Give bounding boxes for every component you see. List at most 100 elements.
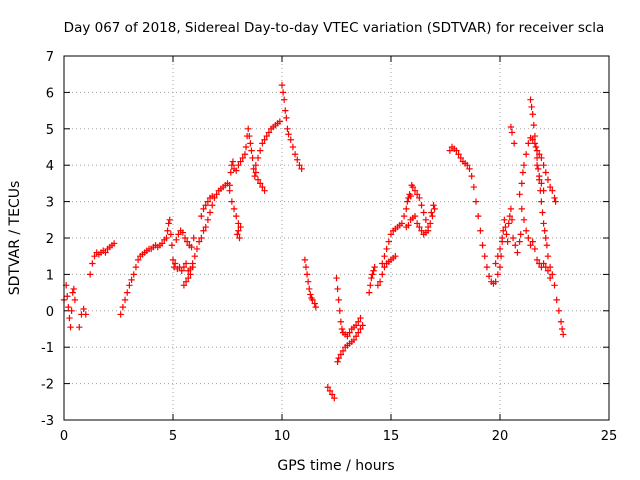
data-point — [282, 107, 289, 114]
data-point — [180, 282, 188, 289]
data-point — [307, 291, 314, 298]
plot-frame — [63, 55, 610, 421]
data-point — [544, 176, 552, 183]
data-point — [518, 205, 525, 213]
data-point — [235, 220, 242, 227]
data-point — [543, 242, 551, 249]
data-point — [381, 263, 388, 271]
data-point — [259, 183, 266, 191]
data-point — [278, 81, 286, 89]
data-point — [121, 296, 129, 304]
data-point — [82, 311, 89, 318]
x-axis-label: GPS time / hours — [277, 458, 394, 474]
data-point — [557, 318, 565, 325]
data-point — [339, 347, 347, 355]
data-point — [355, 318, 362, 325]
data-point — [409, 183, 416, 191]
data-point — [249, 154, 256, 162]
data-point — [252, 169, 260, 176]
data-point — [504, 238, 511, 245]
data-point — [294, 156, 301, 163]
data-point — [202, 223, 209, 231]
data-point — [200, 205, 207, 213]
data-point — [251, 172, 258, 180]
y-tick-label: 0 — [46, 305, 54, 320]
data-point — [551, 282, 558, 289]
data-point — [407, 192, 414, 200]
data-point — [324, 384, 331, 391]
x-tick-label: 15 — [383, 429, 400, 444]
data-point — [198, 234, 205, 242]
data-point — [558, 325, 566, 333]
data-point — [237, 223, 244, 231]
data-point — [369, 271, 376, 278]
data-point — [195, 238, 203, 245]
x-tick-label: 0 — [60, 429, 68, 444]
data-point — [472, 198, 480, 205]
data-point — [337, 318, 345, 325]
data-point — [359, 322, 366, 329]
data-point — [202, 202, 209, 209]
data-point — [166, 216, 173, 223]
data-point — [505, 220, 512, 227]
data-point — [494, 253, 502, 260]
data-point — [188, 243, 195, 251]
data-point — [234, 231, 241, 238]
data-point — [446, 147, 454, 154]
grid — [64, 56, 609, 420]
data-point — [247, 140, 254, 147]
data-point — [66, 314, 73, 322]
chart-title: Day 067 of 2018, Sidereal Day-to-day VTE… — [64, 20, 605, 36]
data-point — [279, 89, 287, 96]
data-point — [230, 205, 238, 213]
data-point — [404, 198, 411, 205]
data-point — [479, 242, 486, 249]
data-point — [228, 198, 236, 205]
data-point — [175, 231, 182, 238]
data-point — [542, 263, 549, 271]
data-point — [516, 238, 523, 245]
data-point — [280, 96, 288, 103]
data-point — [427, 220, 434, 227]
data-point — [344, 333, 351, 340]
data-point — [383, 245, 390, 253]
data-point — [533, 147, 541, 154]
x-tick-label: 20 — [492, 429, 509, 444]
data-point — [181, 234, 189, 242]
data-point — [350, 336, 358, 344]
data-point — [204, 198, 212, 205]
data-point — [158, 240, 166, 247]
data-point — [418, 202, 425, 209]
data-point — [335, 354, 342, 362]
data-point — [165, 220, 172, 227]
data-point — [102, 249, 109, 256]
data-point — [132, 263, 140, 271]
data-point — [254, 154, 262, 162]
data-point — [182, 260, 190, 267]
data-point — [296, 162, 303, 169]
data-point — [492, 260, 499, 267]
data-point — [522, 151, 530, 158]
data-point — [385, 238, 393, 245]
data-point — [371, 263, 378, 271]
data-point — [500, 227, 507, 234]
data-point — [470, 183, 478, 191]
data-point — [336, 307, 343, 314]
data-point — [242, 143, 250, 151]
data-point — [68, 307, 75, 314]
data-point — [86, 271, 94, 278]
data-point — [502, 223, 509, 231]
data-point — [338, 325, 346, 333]
data-point — [178, 267, 185, 274]
data-point — [366, 289, 373, 296]
data-point — [536, 151, 543, 158]
data-point — [171, 260, 179, 267]
data-point — [204, 216, 212, 223]
data-point — [163, 234, 170, 242]
data-point — [298, 165, 305, 173]
data-point — [492, 278, 499, 285]
data-point — [306, 285, 313, 293]
axis-ticks: 0 5 10 15 20 25 -3 -2 -1 0 1 2 3 4 5 6 7 — [41, 50, 617, 444]
data-point — [530, 121, 537, 129]
